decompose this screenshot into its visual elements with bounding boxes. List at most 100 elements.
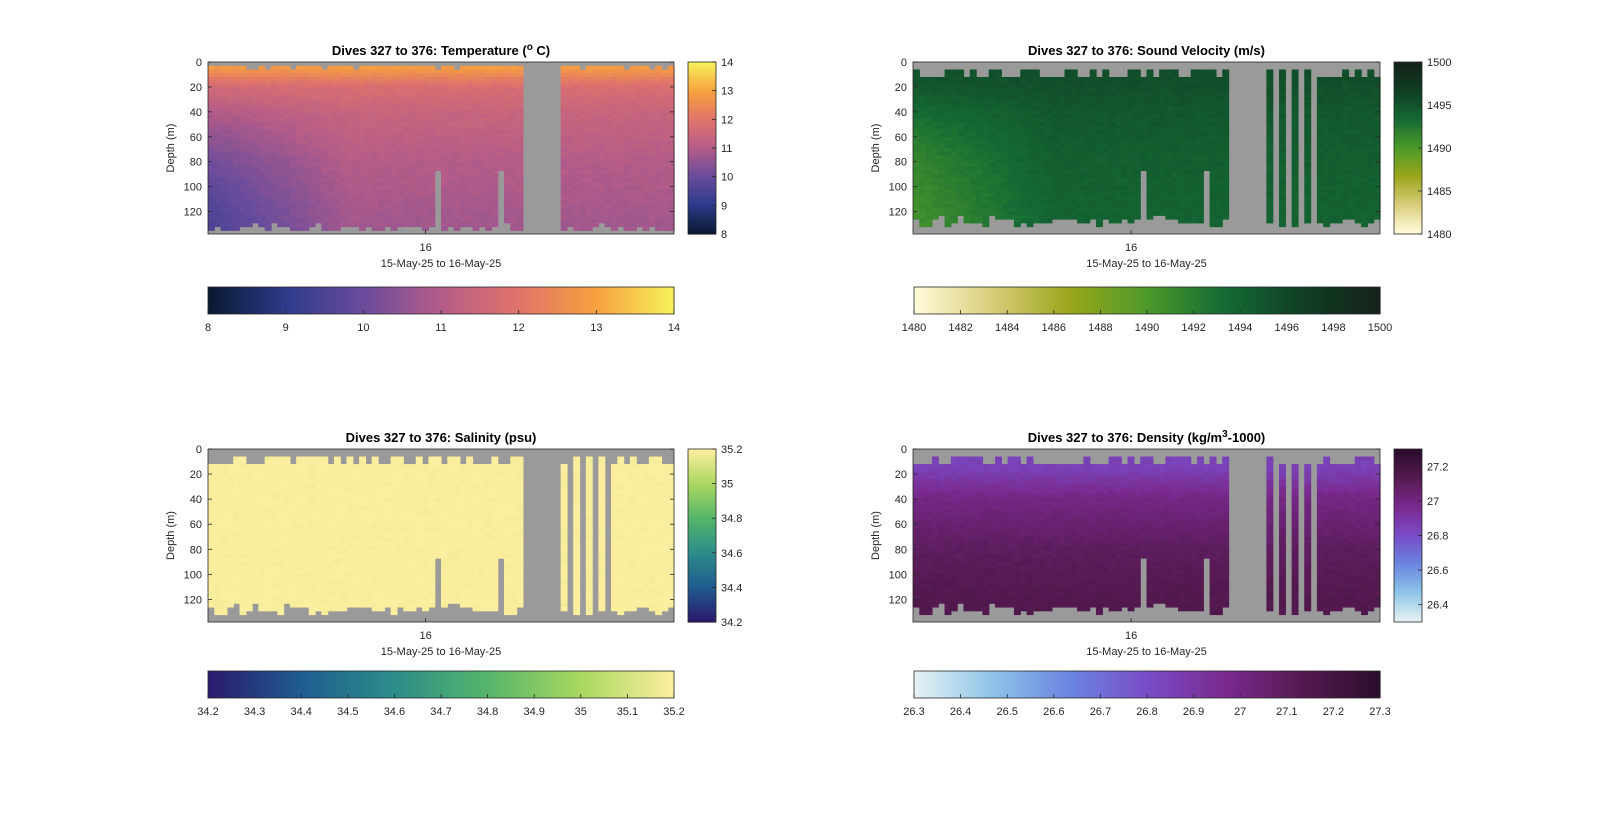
- heatmap-cell: [636, 95, 644, 100]
- heatmap-cell: [340, 133, 348, 138]
- heatmap-cell: [1032, 189, 1040, 194]
- heatmap-cell: [957, 177, 965, 183]
- heatmap-cell: [1171, 166, 1179, 172]
- heatmap-cell: [1058, 215, 1066, 220]
- heatmap-cell: [390, 144, 398, 149]
- heatmap-cell: [1064, 196, 1072, 201]
- heatmap-cell: [346, 140, 354, 145]
- heatmap-cell: [384, 144, 392, 149]
- heatmap-cell: [913, 125, 920, 130]
- heatmap-cell: [969, 103, 977, 108]
- heatmap-cell: [982, 211, 990, 216]
- heatmap-cell: [1077, 80, 1084, 86]
- heatmap-cell: [931, 185, 939, 190]
- heatmap-cell: [428, 192, 436, 198]
- heatmap-cell: [1102, 84, 1110, 89]
- colorbar-swatch: [688, 127, 716, 132]
- heatmap-cell: [308, 207, 316, 213]
- heatmap-cell: [1077, 219, 1084, 224]
- heatmap-cell: [208, 88, 215, 93]
- heatmap-cell: [384, 159, 392, 164]
- heatmap-cell: [944, 144, 952, 149]
- heatmap-cell: [252, 129, 259, 134]
- heatmap-cell: [245, 211, 253, 216]
- heatmap-cell: [352, 148, 360, 153]
- heatmap-cell: [466, 155, 474, 160]
- heatmap-cell: [485, 211, 492, 216]
- heatmap-cell: [1045, 189, 1053, 194]
- heatmap-cell: [1045, 99, 1053, 104]
- heatmap-cell: [931, 133, 939, 138]
- heatmap-cell: [1077, 76, 1084, 82]
- heatmap-cell: [913, 211, 920, 216]
- heatmap-cell: [472, 211, 480, 216]
- heatmap-cell: [459, 196, 467, 201]
- heatmap-cell: [1032, 215, 1040, 220]
- heatmap-cell: [503, 84, 511, 89]
- heatmap-cell: [1146, 129, 1154, 134]
- heatmap-cell: [1013, 155, 1021, 160]
- heatmap-cell: [409, 118, 417, 123]
- heatmap-cell: [1013, 95, 1021, 100]
- heatmap-cell: [503, 136, 511, 142]
- heatmap-cell: [1152, 200, 1160, 205]
- heatmap-cell: [1196, 192, 1204, 198]
- heatmap-cell: [1051, 125, 1059, 130]
- heatmap-cell: [264, 121, 272, 127]
- heatmap-cell: [289, 133, 297, 138]
- heatmap-cell: [371, 155, 379, 160]
- heatmap-cell: [1184, 181, 1192, 186]
- heatmap-cell: [661, 140, 669, 145]
- heatmap-cell: [390, 121, 398, 127]
- heatmap-cell: [617, 110, 625, 115]
- heatmap-cell: [466, 80, 474, 86]
- heatmap-cell: [428, 148, 436, 153]
- heatmap-cell: [453, 95, 461, 100]
- heatmap-cell: [422, 99, 430, 104]
- heatmap-cell: [963, 99, 971, 104]
- heatmap-cell: [459, 95, 467, 100]
- heatmap-cell: [661, 211, 669, 216]
- heatmap-cell: [636, 84, 644, 89]
- heatmap-cell: [642, 185, 650, 190]
- heatmap-cell: [944, 159, 952, 164]
- heatmap-cell: [497, 133, 505, 138]
- heatmap-cell: [321, 76, 329, 82]
- heatmap-cell: [403, 65, 411, 71]
- heatmap-cell: [384, 140, 392, 145]
- heatmap-cell: [459, 133, 467, 138]
- heatmap-cell: [434, 73, 442, 78]
- heatmap-cell: [510, 189, 518, 194]
- heatmap-cell: [925, 189, 933, 194]
- horizontal-colorbar: 8 9 10 11 12 13 14: [205, 286, 680, 334]
- heatmap-cell: [390, 215, 398, 220]
- heatmap-cell: [1171, 103, 1179, 108]
- heatmap-cell: [1114, 181, 1122, 186]
- heatmap-cell: [629, 99, 637, 104]
- heatmap-cell: [1127, 177, 1135, 183]
- heatmap-cell: [1121, 80, 1129, 86]
- heatmap-cell: [491, 185, 499, 190]
- heatmap-cell: [925, 144, 933, 149]
- colorbar-swatch: [390, 287, 395, 314]
- heatmap-cell: [995, 140, 1002, 145]
- heatmap-cell: [1184, 159, 1192, 164]
- heatmap-cell: [315, 196, 322, 201]
- heatmap-cell: [1096, 99, 1103, 104]
- heatmap-cell: [573, 166, 581, 172]
- heatmap-cell: [566, 76, 574, 82]
- heatmap-cell: [1146, 140, 1154, 145]
- heatmap-cell: [1039, 211, 1047, 216]
- heatmap-cell: [1001, 159, 1009, 164]
- heatmap-cell: [208, 174, 215, 179]
- heatmap-cell: [233, 219, 241, 224]
- heatmap-cell: [371, 76, 379, 82]
- heatmap-cell: [1209, 84, 1217, 89]
- heatmap-cell: [365, 99, 373, 104]
- heatmap-cell: [459, 69, 467, 74]
- heatmap-cell: [1007, 181, 1015, 186]
- heatmap-cell: [472, 174, 480, 179]
- heatmap-cell: [1203, 106, 1211, 112]
- heatmap-cell: [503, 174, 511, 179]
- heatmap-cell: [1171, 148, 1179, 153]
